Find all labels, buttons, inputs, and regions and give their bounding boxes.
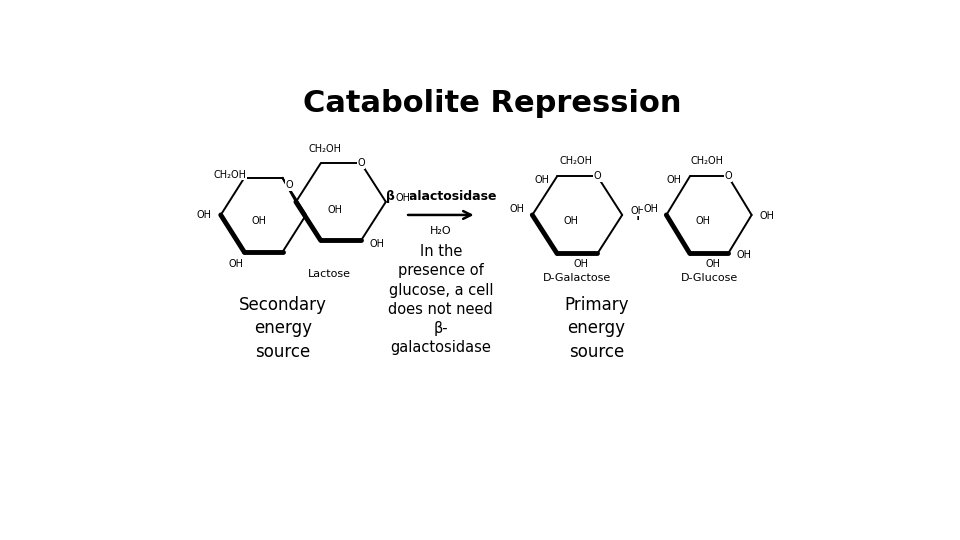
Text: OH: OH [396,193,410,203]
Text: CH₂OH: CH₂OH [214,170,247,180]
Text: OH: OH [667,174,682,185]
Text: D-Galactose: D-Galactose [543,273,612,283]
Text: OH: OH [252,216,267,226]
Text: OH: OH [736,250,751,260]
Text: OH: OH [759,212,775,221]
Text: CH₂OH: CH₂OH [308,145,341,154]
Text: CH₂OH: CH₂OH [559,156,592,166]
Text: Primary
energy
source: Primary energy source [564,296,629,361]
Text: OH: OH [196,210,211,220]
Text: Lactose: Lactose [308,269,350,279]
Text: OH: OH [510,204,524,214]
Text: In the
presence of
glucose, a cell
does not need
β-
galactosidase: In the presence of glucose, a cell does … [389,244,493,355]
Text: Secondary
energy
source: Secondary energy source [239,296,326,361]
Text: OH: OH [534,174,549,185]
Text: OH: OH [369,239,384,249]
Text: CH₂OH: CH₂OH [691,156,724,166]
Text: OH: OH [574,259,588,269]
Text: OH: OH [630,206,645,216]
Text: OH: OH [327,205,342,214]
Text: OH: OH [564,216,579,226]
Text: OH: OH [706,259,720,269]
Text: H₂O: H₂O [430,226,451,236]
Text: O: O [593,172,601,181]
Text: OH: OH [228,259,244,269]
Text: O: O [285,180,293,190]
Text: OH: OH [643,204,659,214]
Text: OH: OH [695,216,710,226]
Text: D-Glucose: D-Glucose [681,273,737,283]
Text: O: O [725,172,732,181]
Text: β-galactosidase: β-galactosidase [386,190,496,202]
Text: Catabolite Repression: Catabolite Repression [302,90,682,118]
Text: +: + [630,205,646,225]
Text: O: O [357,158,365,168]
